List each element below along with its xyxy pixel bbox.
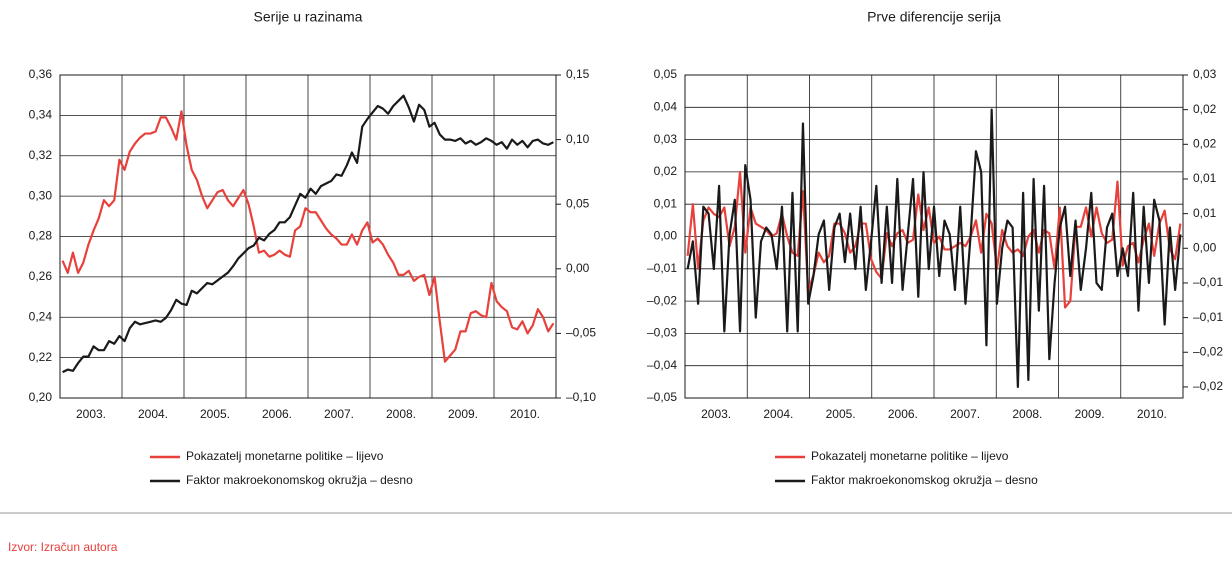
series-line [61,110,555,363]
y2-tick-label: 0,05 [566,196,590,210]
y-tick-label: 0,28 [29,229,53,243]
x-tick-label: 2005. [826,407,856,421]
y2-tick-label: 0,00 [1193,240,1217,254]
y2-tick-label: –0,02 [1193,379,1223,393]
series-line [686,108,1182,389]
y2-tick-label: 0,15 [566,67,590,81]
y-tick-label: 0,01 [654,196,678,210]
x-tick-label: 2007. [324,407,354,421]
y2-tick-label: –0,05 [566,326,596,340]
y2-tick-label: 0,01 [1193,171,1217,185]
x-tick-label: 2008. [386,407,416,421]
y2-tick-label: 0,03 [1193,67,1217,81]
y-tick-label: 0,30 [29,188,53,202]
y-tick-label: 0,36 [29,67,53,81]
source: Izvor: Izračun autora [8,540,118,554]
y2-tick-label: 0,02 [1193,102,1217,116]
y2-tick-label: 0,10 [566,132,590,146]
x-tick-label: 2004. [138,407,168,421]
y2-tick-label: 0,01 [1193,206,1217,220]
legend-label: Pokazatelj monetarne politike – lijevo [811,449,1009,463]
y2-tick-label: –0,10 [566,390,596,404]
y-tick-label: 0,24 [29,309,53,323]
x-tick-label: 2010. [510,407,540,421]
y-tick-label: 0,03 [654,132,678,146]
y-tick-label: 0,20 [29,390,53,404]
x-tick-label: 2003. [76,407,106,421]
y-tick-label: –0,03 [647,326,677,340]
y2-tick-label: 0,02 [1193,136,1217,150]
x-tick-label: 2008. [1012,407,1042,421]
y-tick-label: 0,34 [29,108,53,122]
legend-label: Pokazatelj monetarne politike – lijevo [186,449,384,463]
y2-tick-label: –0,01 [1193,275,1223,289]
y-tick-label: 0,32 [29,148,53,162]
y-tick-label: 0,22 [29,350,53,364]
y-tick-label: –0,02 [647,293,677,307]
y-tick-label: 0,05 [654,67,678,81]
chart-subtitle: Prve diferencije serija [867,9,1001,25]
y-tick-label: 0,04 [654,99,678,113]
plot-frame [684,74,1184,399]
x-tick-label: 2003. [701,407,731,421]
series-line [62,94,554,374]
x-tick-label: 2006. [262,407,292,421]
plot-frame [59,74,557,399]
legend-label: Faktor makroekonomskog okružja – desno [811,473,1038,487]
x-tick-label: 2010. [1137,407,1167,421]
y2-tick-label: –0,02 [1193,344,1223,358]
x-tick-label: 2009. [1075,407,1105,421]
y2-tick-label: 0,00 [566,261,590,275]
legend-label: Faktor makroekonomskog okružja – desno [186,473,413,487]
x-tick-label: 2005. [200,407,230,421]
y2-tick-label: –0,01 [1193,310,1223,324]
x-tick-label: 2004. [763,407,793,421]
series-line [686,170,1182,309]
y-tick-label: –0,04 [647,358,677,372]
chart-subtitle: Serije u razinama [254,9,363,25]
x-tick-label: 2009. [448,407,478,421]
y-tick-label: 0,00 [654,229,678,243]
y-tick-label: –0,01 [647,261,677,275]
x-tick-label: 2007. [950,407,980,421]
x-tick-label: 2006. [888,407,918,421]
y-tick-label: –0,05 [647,390,677,404]
y-tick-label: 0,26 [29,269,53,283]
y-tick-label: 0,02 [654,164,678,178]
